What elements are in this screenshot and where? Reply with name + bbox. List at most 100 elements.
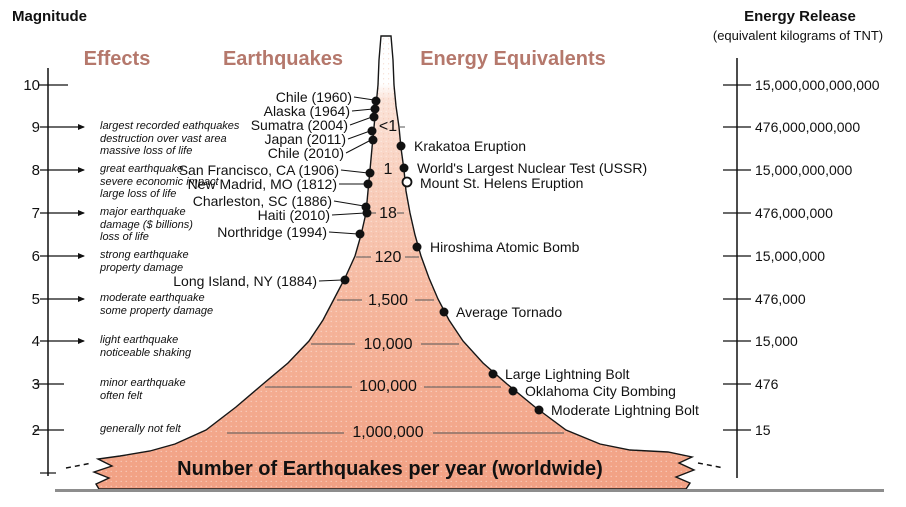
effect-line: generally not felt <box>100 423 181 435</box>
dot-hiroshima <box>412 242 422 252</box>
effect-line: great earthquake <box>100 163 184 175</box>
earthquake-label-san-francisco-1906: San Francisco, CA (1906) <box>178 162 339 178</box>
continuation-dashes-left <box>65 462 93 469</box>
effect-description-mag4: light earthquake noticeable shaking <box>100 334 290 359</box>
magnitude-tick-label-7: 7 <box>31 205 40 222</box>
energy-release-value-2: 15,000,000,000 <box>755 162 853 178</box>
energy-release-title: Energy Release <box>744 8 856 25</box>
earthquake-label-long-island-1884: Long Island, NY (1884) <box>173 273 317 289</box>
dot-chile-1960 <box>371 96 381 106</box>
effect-description-mag7: major earthquake damage ($ billions) los… <box>100 206 290 244</box>
earthquake-label-sumatra-2004: Sumatra (2004) <box>250 117 348 133</box>
effect-line: damage ($ billions) <box>100 218 193 231</box>
count-level-ticks <box>227 126 564 434</box>
continuation-dashes-right <box>697 462 725 469</box>
effect-line: loss of life <box>100 231 149 243</box>
earthquake-label-northridge-1994: Northridge (1994) <box>217 224 327 240</box>
earthquake-label-japan-2011: Japan (2011) <box>264 131 346 147</box>
dot-krakatoa <box>396 141 406 151</box>
earthquake-dots <box>340 96 381 285</box>
effect-description-mag9: largest recorded eathquakes destruction … <box>100 120 290 158</box>
effect-line: some property damage <box>100 304 214 317</box>
energy-label-krakatoa: Krakatoa Eruption <box>414 138 527 154</box>
earthquakes-header: Earthquakes <box>222 48 344 70</box>
energy-release-value-5: 476,000 <box>755 291 806 307</box>
magnitude-tick-label-5: 5 <box>31 291 40 308</box>
energy-label-moderate-lightning: Moderate Lightning Bolt <box>551 402 699 418</box>
annual-count-100000: 100,000 <box>359 378 417 395</box>
annual-count-120: 120 <box>374 249 402 266</box>
dot-new-madrid-1812 <box>363 179 373 189</box>
energy-label-hiroshima: Hiroshima Atomic Bomb <box>430 239 580 255</box>
annual-count-10000: 10,000 <box>363 336 413 353</box>
earthquake-label-chile-1960: Chile (1960) <box>275 89 352 105</box>
energy-release-axis-ticks <box>723 84 751 431</box>
magnitude-tick-label-9: 9 <box>31 119 40 136</box>
earthquake-label-new-madrid-1812: New Madrid, MO (1812) <box>187 176 337 192</box>
earthquake-label-chile-2010: Chile (2010) <box>267 145 344 161</box>
energy-label-mount-st-helens: Mount St. Helens Eruption <box>420 175 584 191</box>
magnitude-tick-label-10: 10 <box>23 77 40 94</box>
dot-chile-2010 <box>368 135 378 145</box>
dot-large-lightning <box>488 369 498 379</box>
annual-count-1500: 1,500 <box>367 292 409 309</box>
magnitude-tick-label-3: 3 <box>31 376 40 393</box>
effect-line: large loss of life <box>100 188 177 200</box>
effect-line: property damage <box>100 261 184 274</box>
dot-nuclear-test <box>399 163 409 173</box>
energy-release-value-4: 15,000,000 <box>755 248 826 264</box>
effect-line: major earthquake <box>100 206 186 218</box>
effect-description-mag5: moderate earthquake some property damage <box>100 292 290 317</box>
energy-label-average-tornado: Average Tornado <box>456 304 563 320</box>
effect-line: strong earthquake <box>100 249 189 261</box>
dot-moderate-lightning <box>534 405 544 415</box>
dot-northridge-1994 <box>355 229 365 239</box>
effect-description-mag8: great earthquake severe economic impact … <box>100 163 290 201</box>
effect-description-mag2: generally not felt <box>100 423 290 436</box>
dot-sumatra-2004 <box>369 112 379 122</box>
energy-release-value-6: 15,000 <box>755 333 798 349</box>
dot-oklahoma-city <box>508 386 518 396</box>
dot-alaska-1964 <box>370 104 380 114</box>
effect-line: often felt <box>100 389 143 402</box>
effect-line: severe economic impact <box>100 175 219 188</box>
energy-equivalent-dots <box>396 141 544 415</box>
energy-release-value-0: 15,000,000,000,000 <box>755 77 880 93</box>
energy-label-oklahoma-city: Oklahoma City Bombing <box>525 383 676 399</box>
annual-count-18: 18 <box>379 205 397 222</box>
effects-header: Effects <box>83 48 151 70</box>
energy-release-value-7: 476 <box>755 376 779 392</box>
dot-mount-st-helens-open <box>401 176 413 188</box>
dot-long-island-1884 <box>340 275 350 285</box>
effect-line: largest recorded eathquakes <box>100 120 240 132</box>
annual-count-1: 1 <box>383 161 393 178</box>
magnitude-tick-label-8: 8 <box>31 162 40 179</box>
annual-count-1000000: 1,000,000 <box>352 424 424 441</box>
effect-line: minor earthquake <box>100 377 186 389</box>
magnitude-axis-ticks <box>34 84 68 474</box>
dot-japan-2011 <box>367 126 377 136</box>
earthquake-label-connectors <box>318 96 375 282</box>
bottom-title: Number of Earthquakes per year (worldwid… <box>177 458 603 480</box>
magnitude-axis-title: Magnitude <box>12 8 87 25</box>
energy-equivalents-header: Energy Equivalents <box>420 48 606 70</box>
dot-haiti-2010 <box>362 208 372 218</box>
magnitude-tick-label-6: 6 <box>31 248 40 265</box>
magnitude-tick-label-2: 2 <box>31 422 40 439</box>
magnitude-effect-arrows <box>40 124 85 344</box>
energy-release-subtitle: (equivalent kilograms of TNT) <box>712 28 884 43</box>
energy-release-value-8: 15 <box>755 422 771 438</box>
dot-average-tornado <box>439 307 449 317</box>
effect-line: noticeable shaking <box>100 346 192 359</box>
earthquake-label-alaska-1964: Alaska (1964) <box>263 103 350 119</box>
effect-description-mag3: minor earthquake often felt <box>100 377 290 402</box>
effect-description-mag6: strong earthquake property damage <box>100 249 290 274</box>
effect-line: light earthquake <box>100 334 179 346</box>
energy-release-value-3: 476,000,000 <box>755 205 833 221</box>
dot-san-francisco-1906 <box>365 168 375 178</box>
effect-line: massive loss of life <box>100 145 193 157</box>
earthquake-label-haiti-2010: Haiti (2010) <box>257 207 330 223</box>
earthquake-label-charleston-1886: Charleston, SC (1886) <box>192 193 332 209</box>
annual-count-lt1: <1 <box>378 118 398 135</box>
